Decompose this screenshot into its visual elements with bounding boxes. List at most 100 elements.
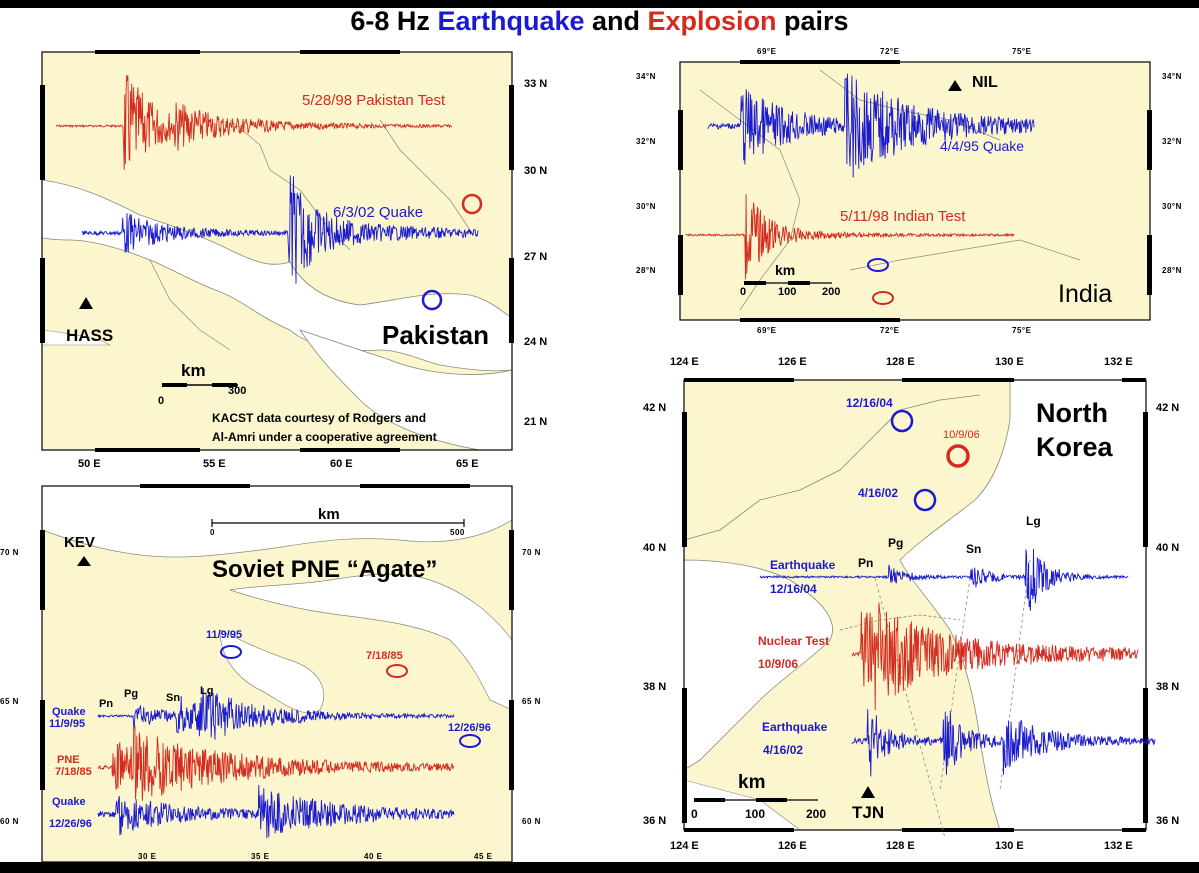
india-lat-28-left: 28°N xyxy=(636,266,656,275)
india-lat-32-left: 32°N xyxy=(636,137,656,146)
korea-trace3-type: Earthquake xyxy=(762,720,828,734)
pakistan-explosion-circle xyxy=(461,193,483,215)
india-lat-28-right: 28°N xyxy=(1162,266,1182,275)
korea-region-name-line1: North xyxy=(1036,398,1108,428)
korea-lon-124-top: 124 E xyxy=(670,356,699,368)
soviet-phase-sn: Sn xyxy=(166,692,181,704)
korea-lon-124-bottom: 124 E xyxy=(670,840,699,852)
title-explosion-word: Explosion xyxy=(647,6,777,36)
soviet-trace1-type: Quake xyxy=(52,706,86,718)
pakistan-lat-21: 21 N xyxy=(524,416,548,428)
soviet-event1-circle xyxy=(220,645,242,659)
india-quake-waveform xyxy=(707,73,1035,178)
soviet-trace2-waveform xyxy=(97,725,455,801)
india-quake-label: 4/4/95 Quake xyxy=(940,138,1025,154)
pakistan-region-name: Pakistan xyxy=(382,320,489,350)
korea-event1-date: 12/16/04 xyxy=(846,396,893,410)
pakistan-lat-30: 30 N xyxy=(524,165,548,177)
korea-lon-128-top: 128 E xyxy=(886,356,915,368)
korea-trace1-date: 12/16/04 xyxy=(770,582,817,596)
korea-event2-date: 10/9/06 xyxy=(943,429,980,441)
nil-station-label: NIL xyxy=(972,74,998,91)
korea-scale-0: 0 xyxy=(691,807,698,821)
title-earthquake-word: Earthquake xyxy=(437,6,585,36)
soviet-trace1-waveform xyxy=(97,687,455,740)
india-lat-34-left: 34°N xyxy=(636,72,656,81)
india-lon-72-bottom: 72°E xyxy=(880,326,900,335)
pakistan-explosion-waveform xyxy=(55,75,453,170)
wf-pak-red-path xyxy=(55,75,453,170)
india-scale-200: 200 xyxy=(822,286,841,298)
pakistan-scale-label: km xyxy=(181,361,206,380)
korea-lat-42-left: 42 N xyxy=(643,402,667,414)
korea-lat-38-left: 38 N xyxy=(643,681,667,693)
pakistan-lat-27: 27 N xyxy=(524,251,548,263)
soviet-event1-date: 11/9/95 xyxy=(206,629,243,641)
korea-event2-circle xyxy=(946,444,970,468)
soviet-scale-label: km xyxy=(318,506,340,523)
korea-scale-200: 200 xyxy=(806,807,827,821)
korea-trace1-waveform xyxy=(759,548,1129,611)
korea-phase-sn: Sn xyxy=(966,542,982,556)
korea-lon-126-top: 126 E xyxy=(778,356,807,368)
pakistan-lon-65: 65 E xyxy=(456,458,479,470)
soviet-scale-start: 0 xyxy=(210,528,215,537)
korea-lat-38-right: 38 N xyxy=(1156,681,1180,693)
wf-kor-1-path xyxy=(759,548,1129,611)
soviet-trace3-date: 12/26/96 xyxy=(49,818,92,830)
soviet-region-name: Soviet PNE “Agate” xyxy=(212,556,438,583)
soviet-lat-70-left: 70 N xyxy=(0,548,19,557)
korea-trace3-waveform xyxy=(851,709,1156,777)
wf-ind-blue-path xyxy=(707,73,1035,178)
india-scale-100: 100 xyxy=(778,286,797,298)
india-lon-75-top: 75°E xyxy=(1012,47,1032,56)
india-scale-0: 0 xyxy=(740,286,747,298)
kev-station-label: KEV xyxy=(64,534,95,551)
india-lon-75-bottom: 75°E xyxy=(1012,326,1032,335)
credit-line-2: Al-Amri under a cooperative agreement xyxy=(212,430,437,444)
soviet-event2-circle xyxy=(386,664,408,678)
korea-trace2-type: Nuclear Test xyxy=(758,634,830,648)
korea-lat-42-right: 42 N xyxy=(1156,402,1180,414)
india-lat-30-left: 30°N xyxy=(636,202,656,211)
soviet-lat-65-right: 65 N xyxy=(522,697,541,706)
soviet-phase-lg: Lg xyxy=(200,685,214,697)
india-explosion-circle xyxy=(872,291,894,305)
korea-scale-label: km xyxy=(738,772,766,793)
korea-phase-pg: Pg xyxy=(888,536,904,550)
korea-event3-circle xyxy=(913,488,937,512)
soviet-lat-70-right: 70 N xyxy=(522,548,541,557)
india-lon-69-top: 69°E xyxy=(757,47,777,56)
pakistan-scale-start: 0 xyxy=(158,395,165,407)
wf-sov-1-path xyxy=(97,687,455,740)
korea-trace2-date: 10/9/06 xyxy=(758,657,799,671)
korea-lon-126-bottom: 126 E xyxy=(778,840,807,852)
pakistan-quake-waveform xyxy=(81,175,479,284)
india-lat-34-right: 34°N xyxy=(1162,72,1182,81)
top-border xyxy=(0,0,1199,8)
korea-trace2-waveform xyxy=(851,602,1139,711)
wf-pak-blue-path xyxy=(81,175,479,284)
soviet-lat-65-left: 65 N xyxy=(0,697,19,706)
soviet-lon-45: 45 E xyxy=(474,852,493,861)
korea-lon-130-bottom: 130 E xyxy=(995,840,1024,852)
figure-title: 6-8 Hz Earthquake and Explosion pairs xyxy=(350,6,849,36)
korea-trace1-type: Earthquake xyxy=(770,558,836,572)
wf-sov-3-path xyxy=(97,784,455,839)
soviet-event3-date: 12/26/96 xyxy=(448,722,491,734)
soviet-trace3-type: Quake xyxy=(52,796,86,808)
korea-scale-100: 100 xyxy=(745,807,766,821)
pakistan-quake-circle xyxy=(421,289,443,311)
india-explosion-label: 5/11/98 Indian Test xyxy=(840,208,966,225)
india-lat-32-right: 32°N xyxy=(1162,137,1182,146)
india-scale-label: km xyxy=(775,262,796,278)
wf-ind-red-path xyxy=(685,194,1015,280)
soviet-lon-40: 40 E xyxy=(364,852,383,861)
korea-lat-40-left: 40 N xyxy=(643,542,667,554)
korea-event1-circle xyxy=(890,409,914,433)
nil-station-icon xyxy=(948,80,962,91)
soviet-scale-end: 500 xyxy=(450,528,465,537)
